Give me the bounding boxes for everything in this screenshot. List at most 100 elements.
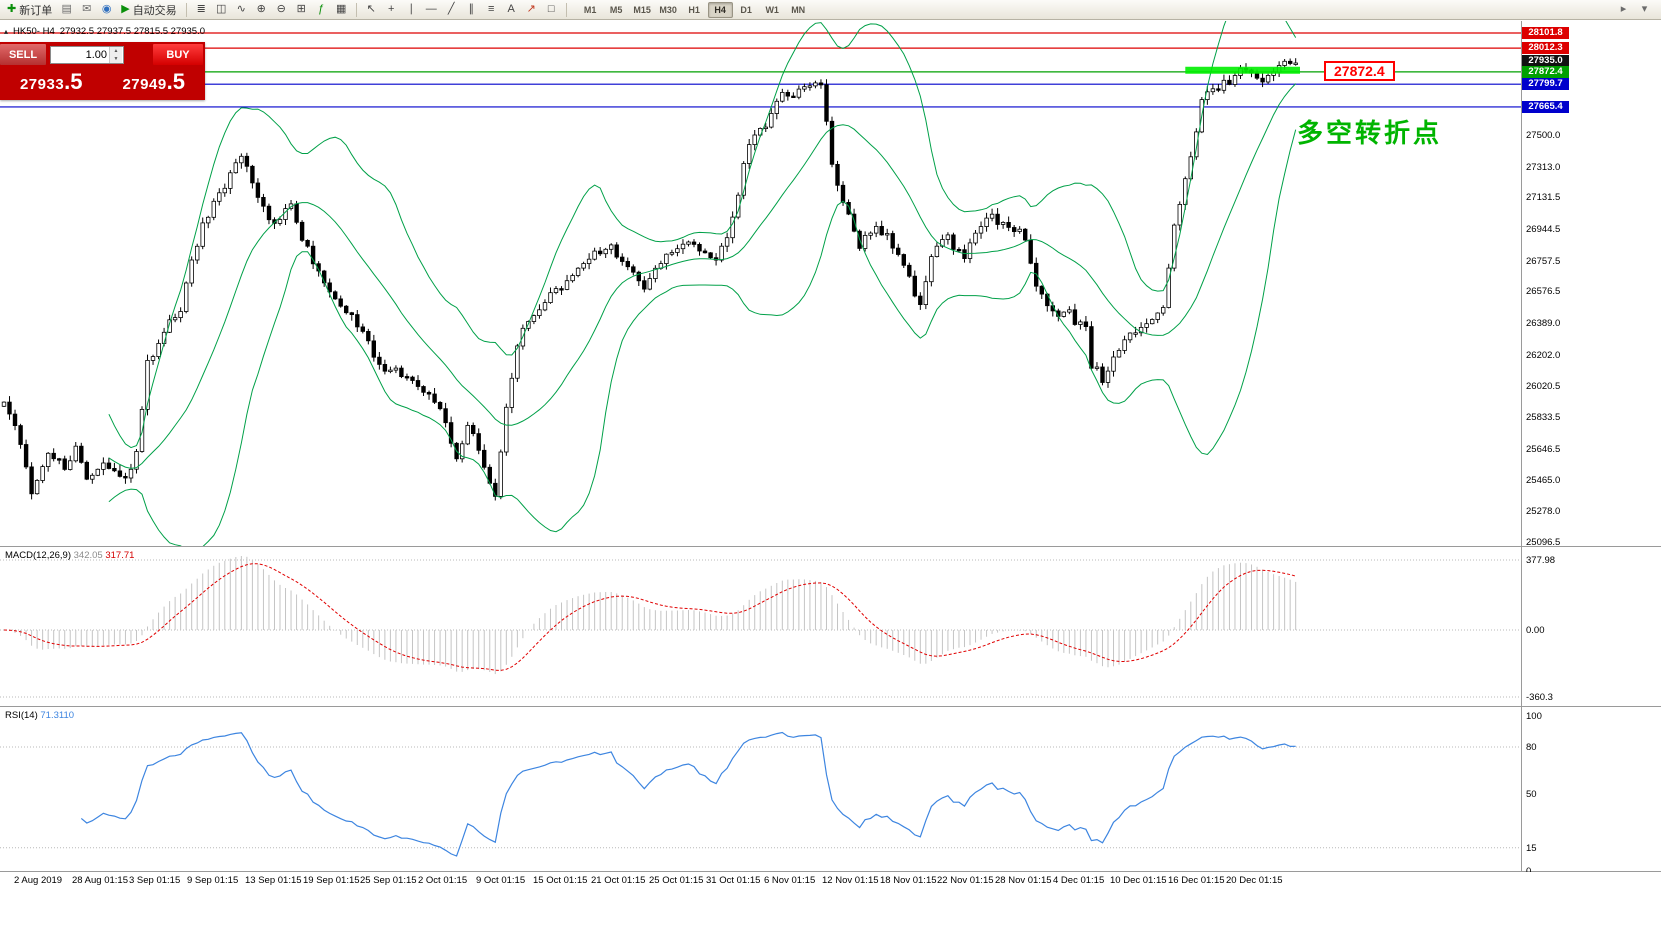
cursor-button[interactable]: ↖	[362, 1, 381, 18]
time-axis-label: 9 Sep 01:15	[187, 875, 239, 886]
crosshair-button[interactable]: +	[382, 1, 401, 18]
timeframe-toolbar: M1 M5 M15 M30 H1 H4 D1 W1 MN	[578, 1, 811, 18]
rsi-panel[interactable]	[0, 707, 1521, 871]
volume-down-icon[interactable]: ▼	[110, 54, 122, 63]
news-button[interactable]: ◉	[97, 1, 116, 18]
sell-button[interactable]: SELL	[0, 44, 46, 65]
fibonacci-button[interactable]: ≡	[482, 1, 501, 18]
horizontal-line-button[interactable]: ―	[422, 1, 441, 18]
vertical-line-button[interactable]: ∣	[402, 1, 421, 18]
turning-point-note[interactable]: 多空转折点	[1297, 118, 1443, 148]
macd-tick: 377.98	[1526, 555, 1556, 566]
time-axis-label: 25 Oct 01:15	[649, 875, 704, 886]
toolbar-right-group: ▸ ▾	[1614, 1, 1658, 18]
price-tick: 26757.5	[1526, 256, 1561, 267]
macd-label: MACD(12,26,9) 342.05 317.71	[5, 550, 134, 561]
timeframe-button-h4[interactable]: H4	[707, 1, 733, 18]
time-axis-label: 15 Oct 01:15	[533, 875, 588, 886]
auto-scroll-button[interactable]: ▸	[1614, 1, 1633, 18]
panel-separator[interactable]	[0, 546, 1661, 547]
price-tick: 25465.0	[1526, 475, 1561, 486]
zoom-out-icon: ⊖	[276, 3, 286, 15]
chart-symbol-line: ▴ HK50- H4 27932.5 27937.5 27815.5 27935…	[4, 26, 205, 37]
indicators-button[interactable]: ƒ	[312, 1, 331, 18]
grid-icon: ⊞	[296, 3, 306, 15]
mail-button[interactable]: ✉	[77, 1, 96, 18]
panel-separator	[0, 871, 1661, 872]
macd-panel[interactable]	[0, 547, 1521, 706]
price-tick: 25278.0	[1526, 506, 1561, 517]
shapes-tool-button[interactable]: □	[542, 1, 561, 18]
price-tick: 26944.5	[1526, 224, 1561, 235]
panel-separator[interactable]	[0, 706, 1661, 707]
channel-button[interactable]: ∥	[462, 1, 481, 18]
price-chart[interactable]	[0, 21, 1521, 546]
mail-icon: ✉	[82, 3, 92, 15]
zoom-out-button[interactable]: ⊖	[272, 1, 291, 18]
rsi-label: RSI(14) 71.3110	[5, 710, 74, 721]
toolbar-overflow-button[interactable]: ▾	[1635, 1, 1654, 18]
autotrade-button[interactable]: ▶ 自动交易	[117, 1, 180, 18]
sell-price-big: .5	[64, 68, 83, 94]
candle-chart-icon: ◫	[215, 3, 227, 15]
timeframe-button-m30[interactable]: M30	[656, 2, 681, 18]
rsi-tick: 100	[1526, 711, 1542, 722]
time-axis[interactable]: 2 Aug 2019 28 Aug 01:15 3 Sep 01:15 9 Sep 0…	[0, 872, 1661, 892]
one-click-trade-panel: SELL ▲ ▼ BUY 27933.5 27949.5	[0, 42, 205, 100]
time-axis-label: 2 Oct 01:15	[418, 875, 468, 886]
timeframe-button-m5[interactable]: M5	[604, 2, 629, 18]
macd-name: MACD(12,26,9)	[5, 550, 71, 561]
price-badge: 27665.4	[1522, 101, 1569, 113]
shapes-tool-icon: □	[547, 3, 555, 15]
autotrade-play-icon: ▶	[121, 3, 130, 15]
print-button[interactable]: ▤	[57, 1, 76, 18]
one-click-collapse-icon[interactable]: ▴	[4, 27, 9, 36]
arrows-tool-icon: ↗	[526, 3, 536, 15]
price-flag-label[interactable]: 27872.4	[1324, 61, 1395, 81]
bar-chart-icon: ≣	[196, 3, 206, 15]
price-badge: 27872.4	[1522, 66, 1569, 78]
arrows-tool-button[interactable]: ↗	[522, 1, 541, 18]
macd-tick: 0.00	[1526, 625, 1545, 636]
time-axis-label: 18 Nov 01:15	[880, 875, 937, 886]
candle-chart-button[interactable]: ◫	[212, 1, 231, 18]
price-badge: 28101.8	[1522, 27, 1569, 39]
macd-tick: -360.3	[1526, 692, 1553, 703]
templates-icon: ▦	[335, 3, 347, 15]
rsi-name: RSI(14)	[5, 710, 38, 721]
volume-input[interactable]	[51, 46, 109, 63]
volume-box: ▲ ▼	[50, 45, 124, 64]
time-axis-label: 3 Sep 01:15	[129, 875, 181, 886]
buy-button[interactable]: BUY	[153, 44, 203, 65]
crosshair-icon: +	[387, 3, 395, 15]
zoom-in-button[interactable]: ⊕	[252, 1, 271, 18]
toolbar-separator	[565, 2, 567, 17]
price-axis[interactable]: 27500.0 27313.0 27131.5 26944.5 26757.5 26576…	[1521, 21, 1661, 877]
volume-stepper: ▲ ▼	[109, 46, 122, 63]
rsi-value: 71.3110	[40, 710, 75, 721]
templates-button[interactable]: ▦	[332, 1, 351, 18]
volume-up-icon[interactable]: ▲	[110, 46, 122, 55]
trendline-button[interactable]: ╱	[442, 1, 461, 18]
symbol-ohlc-values: 27932.5 27937.5 27815.5 27935.0	[59, 26, 206, 37]
new-order-button[interactable]: ✚ 新订单	[3, 1, 56, 18]
grid-button[interactable]: ⊞	[292, 1, 311, 18]
rsi-tick: 0	[1526, 866, 1531, 877]
timeframe-button-m15[interactable]: M15	[630, 2, 655, 18]
text-tool-button[interactable]: A	[502, 1, 521, 18]
timeframe-button-d1[interactable]: D1	[734, 2, 759, 18]
time-axis-label: 25 Sep 01:15	[360, 875, 417, 886]
timeframe-button-mn[interactable]: MN	[786, 2, 811, 18]
bar-chart-button[interactable]: ≣	[192, 1, 211, 18]
zoom-in-icon: ⊕	[256, 3, 266, 15]
toolbar-overflow-icon: ▾	[1641, 3, 1648, 15]
timeframe-button-m1[interactable]: M1	[578, 2, 603, 18]
sell-price-main: 27933	[19, 75, 65, 93]
timeframe-button-w1[interactable]: W1	[760, 2, 785, 18]
autotrade-label: 自动交易	[132, 4, 177, 17]
price-axis-separator	[1521, 21, 1522, 871]
line-chart-button[interactable]: ∿	[232, 1, 251, 18]
timeframe-button-h1[interactable]: H1	[682, 2, 707, 18]
price-tick: 27131.5	[1526, 192, 1561, 203]
